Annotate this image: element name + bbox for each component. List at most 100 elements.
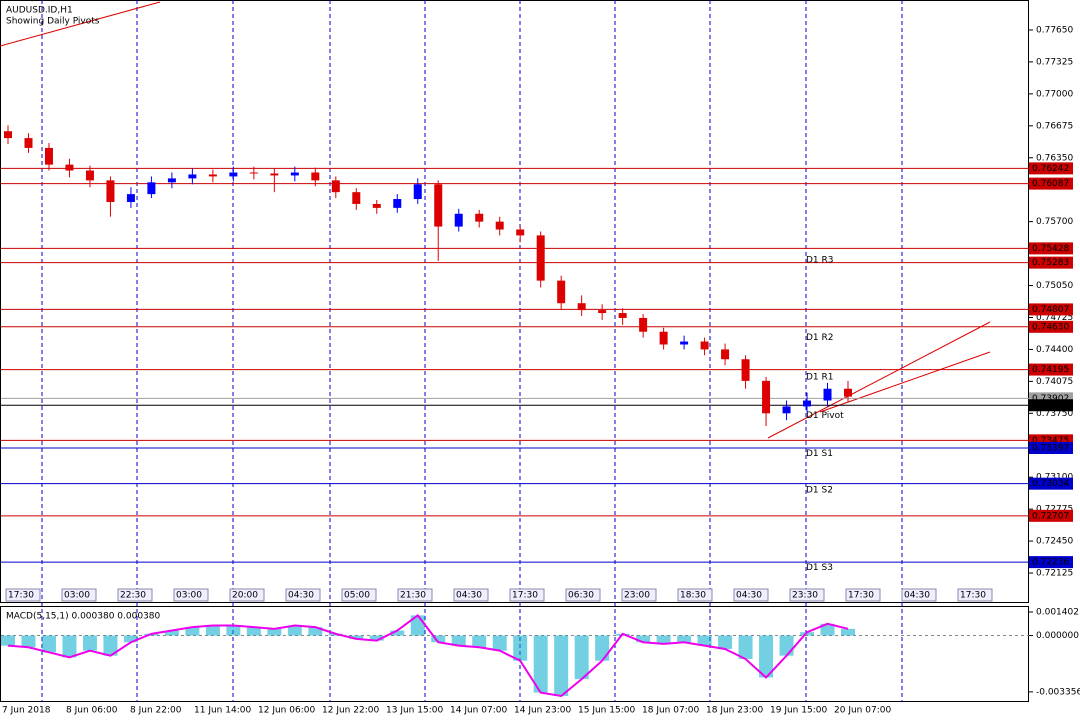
macd-bar <box>738 635 753 660</box>
macd-bar <box>369 635 384 641</box>
time-box <box>61 588 97 602</box>
macd-bar <box>533 635 548 693</box>
macd-bar <box>82 635 97 651</box>
chart-subtitle: Showing Daily Pivots <box>6 17 100 27</box>
candle-body <box>85 170 94 181</box>
level-label: 0.73475 <box>1032 436 1069 446</box>
macd-bar <box>123 635 138 643</box>
pivot-label: D1 S1 <box>806 449 833 459</box>
level-label: 0.74195 <box>1032 365 1069 375</box>
macd-bar <box>574 635 589 680</box>
macd-bar <box>349 635 364 639</box>
macd-bar <box>205 625 220 636</box>
time-box-label: 04:30 <box>736 591 762 601</box>
macd-tick-label: 0.000000 <box>1036 631 1079 641</box>
time-box <box>341 588 377 602</box>
level-label: 0.73902 <box>1032 394 1069 404</box>
time-box-label: 05:00 <box>344 591 370 601</box>
level-tag <box>1029 320 1073 333</box>
time-box <box>285 588 321 602</box>
y-tick-label: 0.75050 <box>1036 281 1073 291</box>
time-box <box>453 588 489 602</box>
macd-bar <box>800 632 815 636</box>
candle-body <box>700 341 709 350</box>
time-box-label: 18:30 <box>680 591 706 601</box>
time-box <box>901 588 937 602</box>
time-box-label: 03:00 <box>64 591 90 601</box>
level-tag <box>1029 177 1073 190</box>
candle-body <box>167 178 176 183</box>
macd-bar <box>1 635 15 646</box>
candle-body <box>249 172 258 174</box>
time-box-label: 04:30 <box>904 591 930 601</box>
macd-bar <box>513 635 528 661</box>
macd-bar <box>759 635 774 678</box>
pivot-label: D1 S2 <box>806 486 833 496</box>
time-box-label: 23:30 <box>792 591 818 601</box>
y-tick-label: 0.76350 <box>1036 153 1073 163</box>
pivot-label: D1 R2 <box>806 333 834 343</box>
y-tick-label: 0.72775 <box>1036 505 1073 515</box>
time-box <box>621 588 657 602</box>
y-tick-label: 0.76675 <box>1036 121 1073 131</box>
time-box-label: 20:00 <box>232 591 258 601</box>
x-tick-label: 12 Jun 06:00 <box>258 706 315 716</box>
candle-body <box>126 194 135 202</box>
macd-bar <box>636 635 651 643</box>
x-tick-label: 12 Jun 22:00 <box>322 706 379 716</box>
price-panel <box>0 0 1029 603</box>
x-tick-label: 20 Jun 07:00 <box>834 706 891 716</box>
time-box <box>677 588 713 602</box>
macd-tick-label: -0.003356 <box>1036 687 1080 697</box>
candle-body <box>188 174 197 179</box>
candle-body <box>147 182 156 195</box>
pivot-label: D1 Pivot <box>806 411 844 421</box>
pivot-label: D1 R1 <box>806 373 834 383</box>
candle-body <box>516 229 525 236</box>
x-tick-label: 13 Jun 15:00 <box>386 706 443 716</box>
x-tick-label: 18 Jun 07:00 <box>642 706 699 716</box>
level-tag <box>1029 162 1073 175</box>
level-tag <box>1029 242 1073 255</box>
macd-bar <box>718 635 733 649</box>
candle-body <box>803 400 812 407</box>
time-box-label: 21:30 <box>400 591 426 601</box>
macd-bar <box>595 635 610 661</box>
time-box-label: 03:00 <box>176 591 202 601</box>
macd-bar <box>308 627 323 636</box>
macd-bar <box>390 630 405 636</box>
macd-bar <box>697 635 712 646</box>
candle-body <box>844 388 852 397</box>
level-label: 0.74630 <box>1032 322 1069 332</box>
x-tick-label: 14 Jun 23:00 <box>514 706 571 716</box>
y-tick-label: 0.72125 <box>1036 569 1073 579</box>
candle-body <box>434 184 443 227</box>
level-tag <box>1029 256 1073 269</box>
macd-title: MACD(5,15,1) 0.000380 0.000380 <box>6 612 161 622</box>
candle-body <box>270 173 279 176</box>
time-box <box>845 588 881 602</box>
x-tick-label: 8 Jun 06:00 <box>66 706 118 716</box>
time-box <box>173 588 209 602</box>
candle-body <box>598 310 607 314</box>
chart-title: AUDUSD.ID,H1 <box>6 6 73 16</box>
macd-bar <box>226 625 241 636</box>
candle-body <box>290 172 299 176</box>
y-tick-label: 0.74075 <box>1036 377 1073 387</box>
x-tick-label: 14 Jun 07:00 <box>450 706 507 716</box>
macd-bar <box>554 635 569 696</box>
candle-body <box>413 184 422 200</box>
candle-body <box>4 131 12 139</box>
y-tick-label: 0.77325 <box>1036 57 1073 67</box>
pivot-label: D1 S3 <box>806 563 833 573</box>
time-box <box>565 588 601 602</box>
macd-line <box>7 614 849 698</box>
x-tick-label: 15 Jun 15:00 <box>578 706 635 716</box>
candle-body <box>372 203 381 208</box>
macd-bar <box>41 635 56 653</box>
candle-body <box>44 147 53 165</box>
pivot-label: D1 R3 <box>806 256 834 266</box>
y-tick-label: 0.74725 <box>1036 313 1073 323</box>
time-box-label: 17:30 <box>8 591 34 601</box>
